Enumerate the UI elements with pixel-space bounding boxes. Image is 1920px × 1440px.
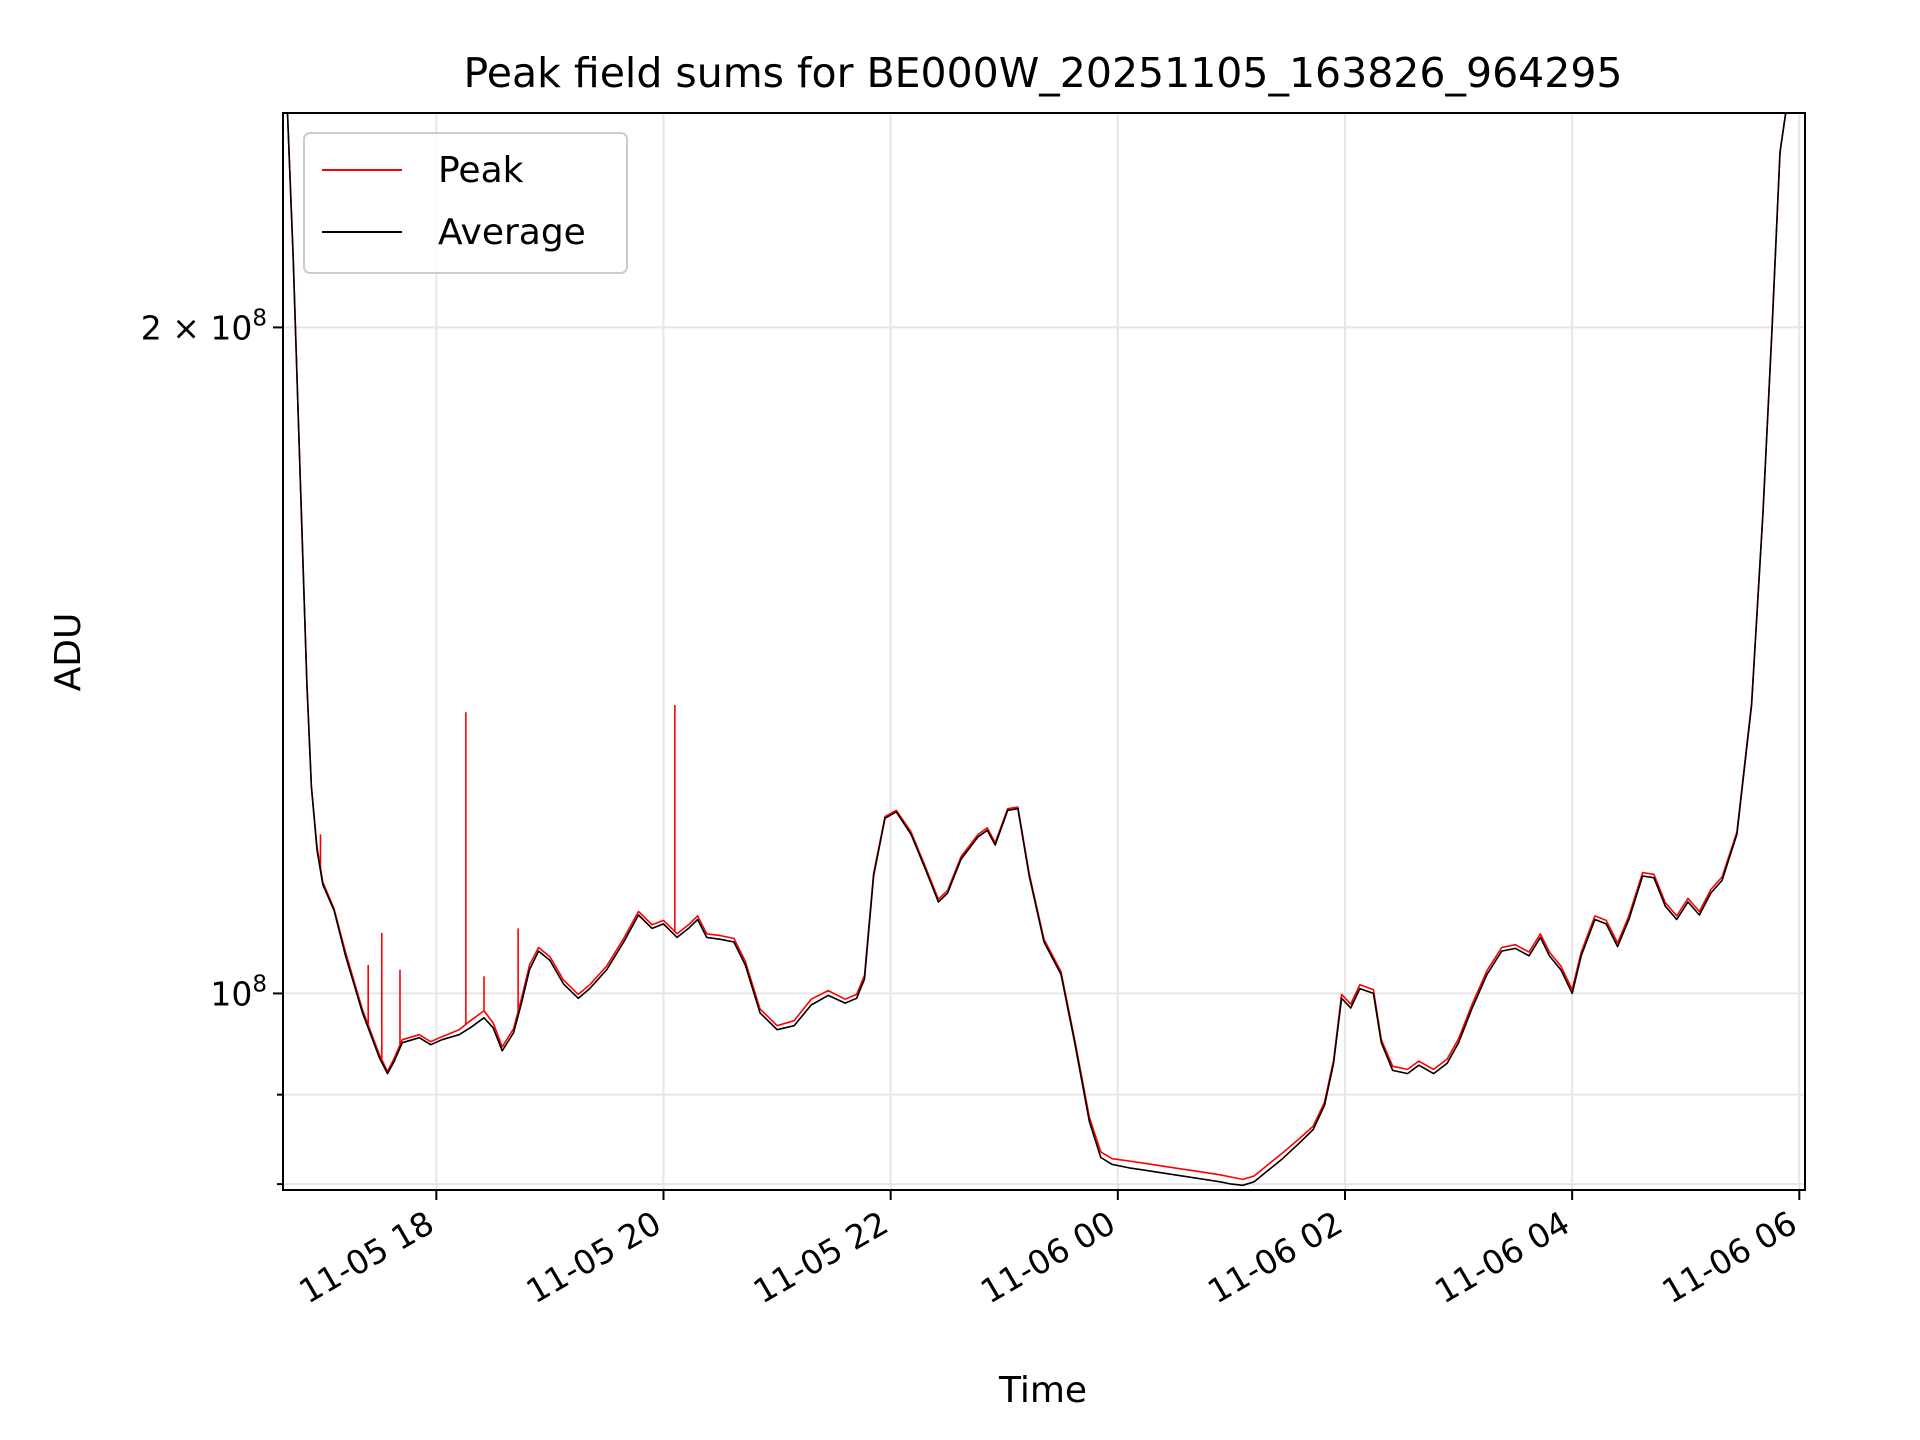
average-series-line — [286, 113, 1787, 1187]
y-tick-exponent: 8 — [252, 971, 267, 997]
y-tick-base: 10 — [210, 308, 252, 347]
y-tick-coef: 2 × — [141, 308, 211, 347]
series-layer — [286, 113, 1787, 1187]
plot-frame — [282, 112, 1806, 1191]
y-tick-label: 108 — [210, 971, 267, 1013]
chart-title: Peak field sums for BE000W_20251105_1638… — [463, 49, 1622, 97]
legend: Peak Average — [303, 132, 628, 274]
y-tick-exponent: 8 — [252, 305, 267, 331]
y-axis-label: ADU — [48, 613, 89, 692]
legend-box — [303, 132, 628, 274]
legend-average-label: Average — [438, 212, 586, 253]
grid — [283, 113, 1805, 1190]
y-tick-base: 10 — [210, 974, 252, 1013]
legend-peak-label: Peak — [438, 150, 524, 191]
y-tick-label: 2 × 108 — [141, 305, 267, 347]
x-axis-label: Time — [998, 1370, 1087, 1411]
